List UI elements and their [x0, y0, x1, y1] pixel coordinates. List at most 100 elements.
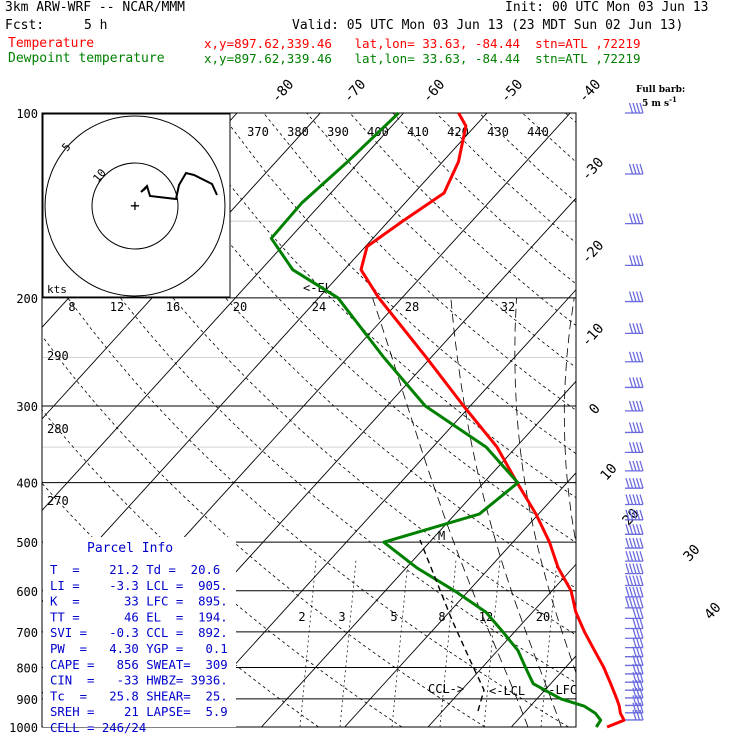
dry-adiabat-line	[522, 113, 576, 163]
wind-barb-flag	[632, 671, 637, 683]
parcel-info-row: K = 33 LFC = 895.	[50, 595, 228, 609]
wind-barb-flag	[635, 671, 641, 683]
dry-adiabat-line	[220, 113, 576, 455]
wind-barb-flag	[625, 524, 630, 535]
theta-label: 370	[247, 125, 269, 139]
dry-adiabat-line	[609, 113, 740, 727]
wind-barb-flag	[635, 478, 641, 489]
dry-adiabat-line	[42, 335, 486, 727]
wind-barb-flag	[628, 400, 634, 412]
valid-time: Valid: 05 UTC Mon 03 Jun 13 (23 MDT Sun …	[292, 18, 684, 33]
model-title: 3km ARW-WRF -- NCAR/MMM	[5, 0, 186, 15]
wind-barb-flag	[628, 102, 634, 114]
hodograph-ring-inner	[91, 162, 179, 250]
wind-barb-flag	[632, 663, 637, 675]
wind-barb-flag	[632, 702, 637, 713]
wind-barb-flag	[635, 663, 641, 675]
wind-barb-flag	[639, 442, 644, 453]
wind-barb-flag	[635, 323, 641, 334]
dry-adiabat-line	[349, 113, 576, 327]
hodograph-units-label: kts	[47, 283, 67, 296]
init-time: Init: 00 UTC Mon 03 Jun 13	[505, 0, 709, 15]
pressure-label: 1000	[9, 721, 38, 735]
hodograph-axis-tick: 8	[68, 300, 75, 314]
dry-adiabat-label: 270	[47, 494, 69, 508]
forecast-hour: 5 h	[84, 18, 108, 33]
wind-barb-flag	[632, 597, 637, 609]
pressure-label: 100	[16, 107, 38, 121]
wind-barb-flag	[639, 687, 644, 699]
wind-barb-flag	[632, 255, 637, 266]
wind-barb-flag	[639, 213, 644, 224]
wind-barb-flag	[639, 550, 644, 562]
wind-barb-flag	[632, 608, 637, 619]
dry-adiabat-line	[306, 113, 576, 369]
moist-adiabat-line	[563, 297, 576, 545]
wind-barb	[625, 351, 644, 363]
pressure-label: 600	[16, 585, 38, 599]
wind-barb-flag	[628, 422, 634, 433]
wind-barb-flag	[635, 494, 641, 505]
wind-barb-flag	[628, 586, 634, 598]
wind-barb-flag	[625, 537, 630, 549]
wind-barb-flag	[632, 687, 637, 699]
wind-barb-flag	[635, 646, 641, 657]
wind-barb-flag	[635, 102, 641, 114]
wind-barb	[625, 102, 644, 114]
wind-barb-flag	[635, 695, 641, 706]
wind-barb-flag	[639, 163, 644, 175]
mixing-ratio-line	[339, 559, 357, 727]
wind-barb	[625, 442, 644, 453]
wind-barb-flag	[632, 291, 637, 302]
parcel-info-title: Parcel Info	[87, 541, 173, 556]
wind-barb-flag	[639, 460, 644, 472]
mixing-ratio-label: 12	[479, 610, 493, 624]
wind-barb-flag	[639, 702, 644, 713]
hodograph-origin-mark: +	[130, 196, 140, 215]
wind-barb-flag	[625, 478, 630, 489]
wind-barb-flag	[639, 637, 644, 648]
wind-barb-flag	[632, 695, 637, 706]
isotherm-line	[42, 113, 488, 603]
wind-barb-flag	[635, 524, 641, 535]
wind-barb-flag	[632, 550, 637, 562]
wind-barb-flag	[628, 255, 634, 266]
wind-barb-flag	[632, 646, 637, 657]
theta-label: 440	[527, 125, 549, 139]
dry-adiabat-line	[695, 113, 740, 727]
wind-barb	[625, 608, 644, 620]
wind-barb-flag	[628, 524, 634, 535]
wind-barb	[625, 709, 644, 721]
wind-barb-flag	[639, 618, 644, 629]
wind-barb	[625, 537, 644, 549]
wind-barb-flag	[625, 575, 630, 586]
parcel-info-row: CELL = 246/24	[50, 721, 146, 735]
wind-barb-flag	[635, 537, 641, 549]
parcel-info-row: TT = 46 EL = 194.	[50, 610, 228, 624]
isotherm-label: -30	[579, 155, 608, 185]
wind-barb-flag	[632, 709, 637, 721]
mixing-ratio-label: 5	[390, 610, 397, 624]
parcel-info-row: SREH = 21 LAPSE= 5.9	[50, 705, 228, 719]
wind-barb	[625, 213, 644, 225]
wind-barb-flag	[628, 494, 634, 505]
dry-adiabat-line	[42, 181, 576, 684]
wind-barb-flag	[625, 563, 630, 574]
hodograph-axis-tick: 16	[166, 300, 180, 314]
wind-barb-flag	[635, 637, 641, 648]
wind-barb	[625, 494, 644, 506]
wind-barb-flag	[625, 494, 630, 505]
temperature-location-info: x,y=897.62,339.46 lat,lon= 33.63, -84.44…	[204, 36, 641, 51]
isotherm-label: 40	[701, 600, 724, 623]
level-marker: <-LCL	[489, 684, 525, 698]
wind-barb-flag	[639, 377, 644, 388]
moist-adiabat-line	[372, 297, 529, 727]
parcel-info-row: Tc = 25.8 SHEAR= 25.	[50, 689, 228, 703]
wind-barb-flag	[632, 655, 637, 666]
dry-adiabat-line	[435, 113, 576, 244]
wind-barbs	[625, 102, 644, 721]
wind-barb-flag	[632, 537, 637, 549]
wind-barb-flag	[635, 550, 641, 562]
wind-barb	[625, 163, 644, 175]
